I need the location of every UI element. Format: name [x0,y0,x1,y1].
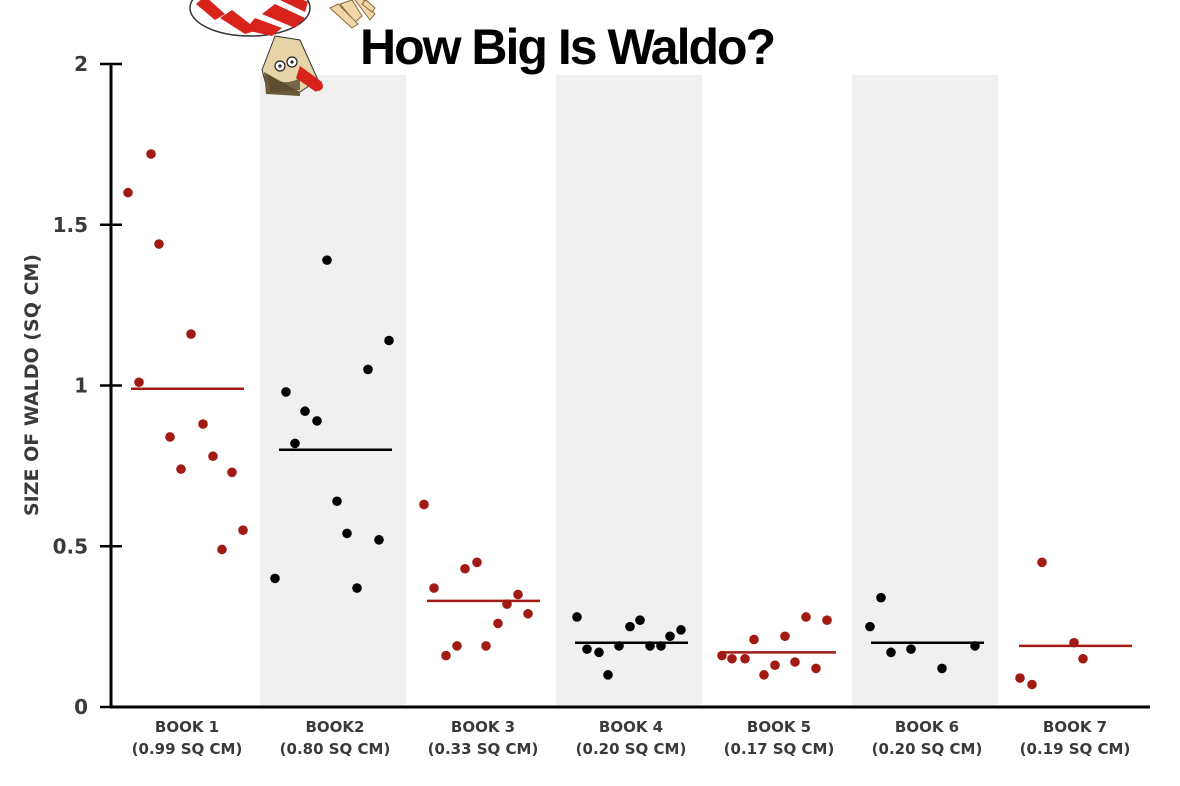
data-point [384,335,394,346]
category-label: BOOK 4 [599,718,663,736]
data-point [374,535,384,545]
category-label: BOOK2 [306,718,365,736]
x-axis-category-labels: BOOK 1 (0.99 SQ CM) BOOK2 (0.80 SQ CM) BOOK … [132,718,1131,758]
data-point [472,557,482,568]
category-sublabel: (0.99 SQ CM) [132,740,243,758]
data-point [208,451,218,462]
data-point [594,647,604,658]
data-point [493,618,503,629]
data-point [502,599,512,609]
data-point [1069,637,1079,648]
y-axis-label: SIZE OF WALDO (SQ CM) [21,254,43,516]
data-point [217,544,227,555]
data-point [717,650,727,661]
category-sublabel: (0.33 SQ CM) [428,740,539,758]
data-point [582,644,592,654]
data-point [342,528,352,539]
y-tick-label: 0.5 [53,534,88,558]
data-point [790,657,800,667]
category-label: BOOK 6 [895,718,959,736]
data-point [625,621,635,632]
category-sublabel: (0.19 SQ CM) [1020,740,1131,758]
category-sublabel: (0.17 SQ CM) [724,740,835,758]
data-point [238,525,248,535]
data-point [740,653,750,664]
data-point [419,499,429,510]
data-point [906,644,916,654]
category-sublabel: (0.80 SQ CM) [280,740,391,758]
category-label: BOOK 3 [451,718,515,736]
y-tick-label: 0 [74,695,88,719]
data-points [123,149,1088,690]
data-point [363,364,373,375]
data-point [186,329,196,339]
y-tick-label: 2 [74,52,88,76]
data-point [300,406,310,417]
data-point [822,615,832,625]
chart-title: How Big Is Waldo? [360,19,774,75]
data-point [665,631,675,642]
y-axis-ticks: 0 0.5 1 1.5 2 [53,52,122,719]
shaded-band [852,75,998,705]
data-point [154,239,164,249]
data-point [770,660,780,671]
data-point [134,377,144,388]
data-point [460,563,470,574]
data-point [332,496,342,507]
data-point [801,612,811,622]
data-point [676,625,686,635]
data-point [749,634,759,645]
data-point [176,464,186,474]
data-point [290,438,300,449]
data-point [759,670,769,680]
category-sublabel: (0.20 SQ CM) [872,740,983,758]
data-point [645,641,655,651]
y-tick-label: 1 [74,374,88,398]
data-point [281,387,291,397]
y-tick-label: 1.5 [53,213,88,237]
data-point [198,419,208,429]
data-point [865,621,875,632]
data-point [352,583,362,593]
data-point [270,573,280,584]
category-sublabel: (0.20 SQ CM) [576,740,687,758]
category-label: BOOK 5 [747,718,811,736]
data-point [441,650,451,661]
data-point [1078,653,1088,664]
shaded-bands [260,75,998,705]
data-point [780,631,790,642]
data-point [811,663,821,674]
data-point [146,149,156,159]
data-point [523,608,533,619]
data-point [1027,679,1037,690]
data-point [603,670,613,680]
data-point [614,641,624,651]
data-point [876,592,886,603]
data-point [727,653,737,664]
data-point [513,589,523,600]
waldo-illustration-icon [189,0,376,96]
data-point [970,641,980,651]
data-point [1037,557,1047,568]
data-point [656,641,666,651]
data-point [227,467,237,478]
data-point [937,663,947,674]
data-point [322,255,332,265]
data-point [1015,673,1025,683]
data-point [635,615,645,625]
category-label: BOOK 1 [155,718,219,736]
data-point [312,416,322,426]
data-point [165,432,175,442]
data-point [123,187,133,198]
data-point [481,641,491,651]
shaded-band [556,75,702,705]
category-label: BOOK 7 [1043,718,1107,736]
data-point [452,641,462,651]
data-point [429,583,439,593]
data-point [886,647,896,658]
data-point [572,612,582,622]
